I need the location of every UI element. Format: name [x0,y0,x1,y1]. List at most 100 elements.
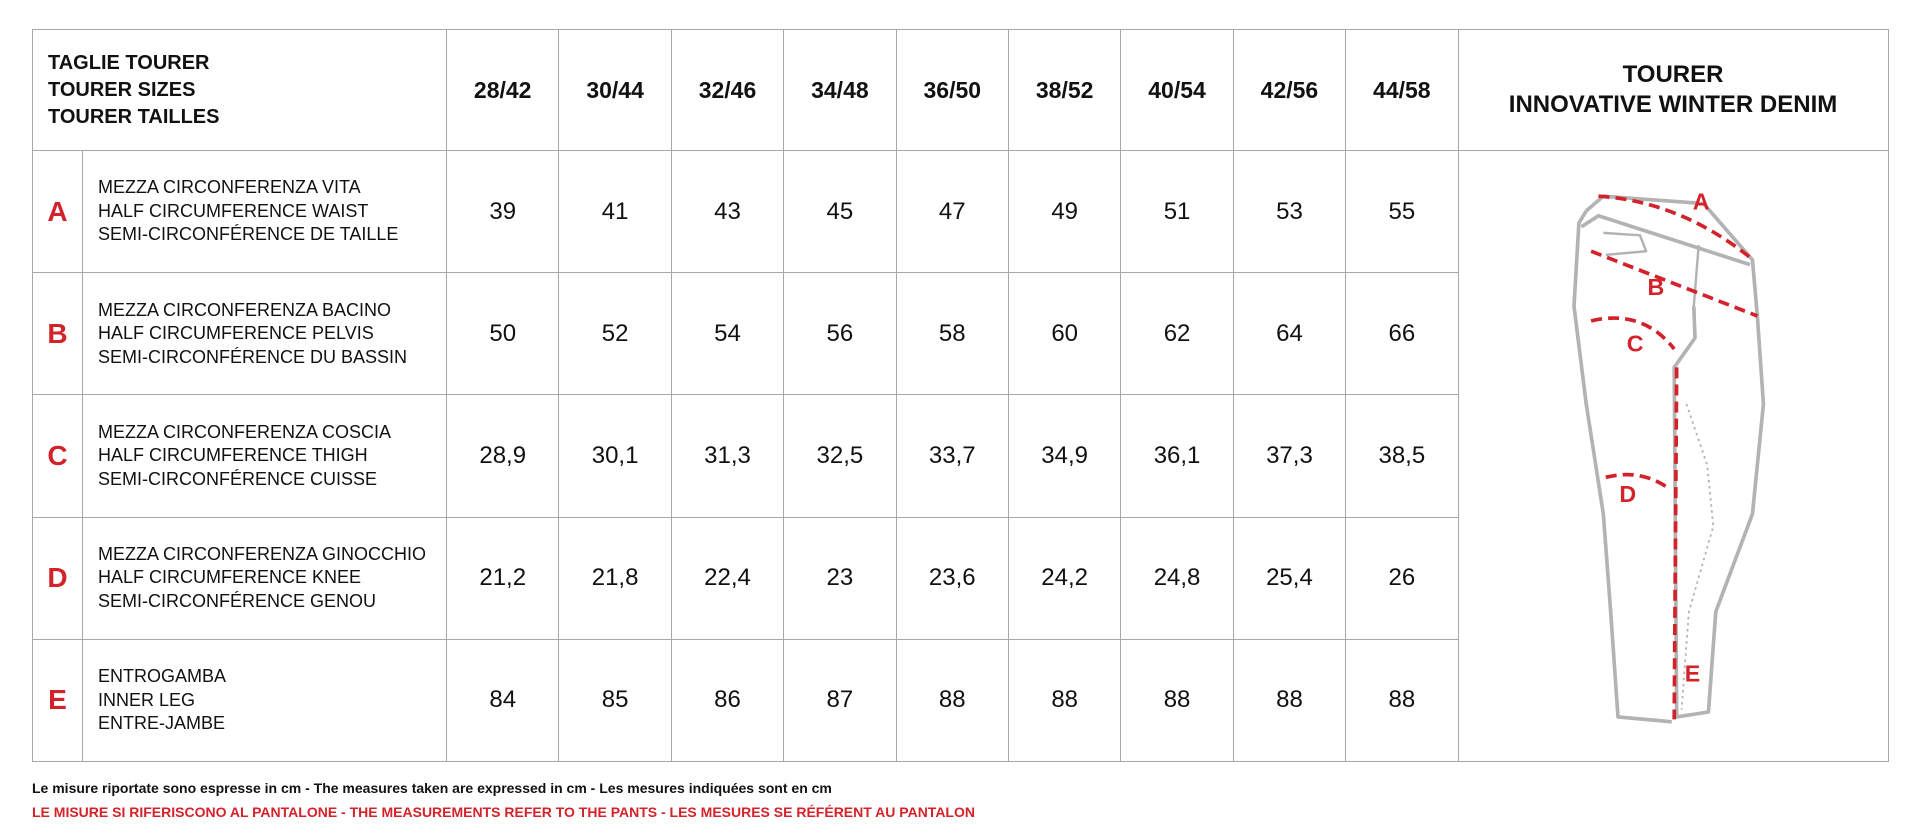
size-header: 36/50 [895,29,1009,151]
title-line: TAGLIE TOURER [48,51,210,74]
row-label: MEZZA CIRCONFERENZA VITA HALF CIRCUMFEREN… [81,149,448,274]
size-header: 42/56 [1232,29,1347,151]
size-value: 64 [1232,272,1347,396]
size-value: 31,3 [670,394,785,518]
size-value: 51 [1120,149,1234,274]
size-value: 21,8 [558,516,672,640]
label-line: SEMI-CIRCONFÉRENCE DE TAILLE [98,224,399,245]
size-value: 52 [558,272,672,396]
label-line: MEZZA CIRCONFERENZA COSCIA [98,421,392,442]
label-line: ENTRE-JAMBE [98,713,226,734]
size-value: 37,3 [1232,394,1347,518]
size-value: 32,5 [783,394,897,518]
size-value: 88 [1232,638,1347,763]
row-label: MEZZA CIRCONFERENZA BACINO HALF CIRCUMFER… [81,272,448,396]
label-line: HALF CIRCUMFERENCE KNEE [98,567,362,588]
size-value: 21,2 [446,516,560,640]
footer-warning: LE MISURE SI RIFERISCONO AL PANTALONE - … [32,804,975,820]
size-value: 88 [1007,638,1122,763]
measure-row: B MEZZA CIRCONFERENZA BACINO HALF CIRCUMFE… [32,272,1889,396]
size-value: 60 [1007,272,1122,396]
size-value: 49 [1007,149,1122,274]
header-row: TAGLIE TOURER TOURER SIZES TOURER TAILLES 2… [31,29,1889,151]
size-value: 33,7 [895,394,1009,518]
row-label: MEZZA CIRCONFERENZA GINOCCHIO HALF CIRCUM… [81,516,448,640]
size-value: 66 [1345,272,1459,396]
row-letter: A [32,149,83,274]
diagram-label: E [1684,660,1699,686]
label-line: HALF CIRCUMFERENCE WAIST [98,200,369,221]
size-value: 43 [670,149,785,274]
product-subtitle: INNOVATIVE WINTER DENIM [1508,91,1838,118]
label-line: MEZZA CIRCONFERENZA VITA [98,177,361,198]
size-value: 56 [783,272,897,396]
size-header: 28/42 [446,29,560,151]
label-line: INNER LEG [98,689,196,710]
size-value: 84 [446,638,560,763]
footer: Le misure riportate sono espresse in cm … [32,776,975,824]
label-line: SEMI-CIRCONFÉRENCE CUISSE [98,468,378,489]
diagram-label: D [1619,481,1636,507]
size-value: 58 [895,272,1009,396]
row-letter: B [32,272,83,396]
row-label: ENTROGAMBA INNER LEG ENTRE-JAMBE [81,638,448,763]
size-value: 38,5 [1345,394,1459,518]
row-letter: E [32,638,83,763]
size-value: 53 [1232,149,1347,274]
size-value: 23,6 [895,516,1009,640]
title-line: TOURER TAILLES [48,105,220,128]
label-line: HALF CIRCUMFERENCE PELVIS [98,323,374,344]
size-value: 88 [1120,638,1234,763]
label-line: SEMI-CIRCONFÉRENCE DU BASSIN [98,346,408,367]
row-letter: C [32,394,83,518]
diagram-label: B [1647,274,1664,300]
size-value: 86 [670,638,785,763]
label-line: ENTROGAMBA [98,666,227,687]
label-line: HALF CIRCUMFERENCE THIGH [98,445,368,466]
diagram-label: C [1626,330,1643,356]
measure-row: E ENTROGAMBA INNER LEG ENTRE-JAMBE 84 85 86 87 8… [32,638,1889,763]
measure-row: C MEZZA CIRCONFERENZA COSCIA HALF CIRCUMFE… [32,394,1889,518]
diagram-label: A [1692,189,1709,215]
size-value: 30,1 [558,394,672,518]
label-line: MEZZA CIRCONFERENZA BACINO [98,299,392,320]
product-name: TOURER [1622,61,1724,88]
size-value: 24,2 [1007,516,1122,640]
size-header: 40/54 [1120,29,1234,151]
measure-lines [1589,194,1758,720]
pants-outline [1571,194,1765,724]
size-value: 34,9 [1007,394,1122,518]
size-header: 34/48 [783,29,897,151]
size-value: 23 [783,516,897,640]
size-value: 41 [558,149,672,274]
measure-row: D MEZZA CIRCONFERENZA GINOCCHIO HALF CIRCU… [32,516,1889,640]
size-value: 50 [446,272,560,396]
label-line: MEZZA CIRCONFERENZA GINOCCHIO [98,543,427,564]
size-value: 22,4 [670,516,785,640]
size-value: 28,9 [446,394,560,518]
row-label: MEZZA CIRCONFERENZA COSCIA HALF CIRCUMFER… [81,394,448,518]
size-value: 87 [783,638,897,763]
size-header: 38/52 [1007,29,1122,151]
footer-note: Le misure riportate sono espresse in cm … [32,780,832,796]
pants-diagram: A B C D E [1571,189,1765,724]
size-value: 39 [446,149,560,274]
size-value: 24,8 [1120,516,1234,640]
size-value: 62 [1120,272,1234,396]
size-value: 26 [1345,516,1459,640]
size-value: 54 [670,272,785,396]
size-value: 88 [895,638,1009,763]
table-title: TAGLIE TOURER TOURER SIZES TOURER TAILLES [31,29,448,151]
size-header: 32/46 [670,29,785,151]
size-value: 88 [1345,638,1459,763]
size-value: 45 [783,149,897,274]
size-value: 47 [895,149,1009,274]
size-header: 30/44 [558,29,672,151]
size-value: 25,4 [1232,516,1347,640]
size-value: 55 [1345,149,1459,274]
size-header: 44/58 [1345,29,1459,151]
measure-row: A MEZZA CIRCONFERENZA VITA HALF CIRCUMFERE… [32,149,1889,762]
title-line: TOURER SIZES [48,78,196,101]
product-header: TOURER INNOVATIVE WINTER DENIM [1457,29,1889,151]
